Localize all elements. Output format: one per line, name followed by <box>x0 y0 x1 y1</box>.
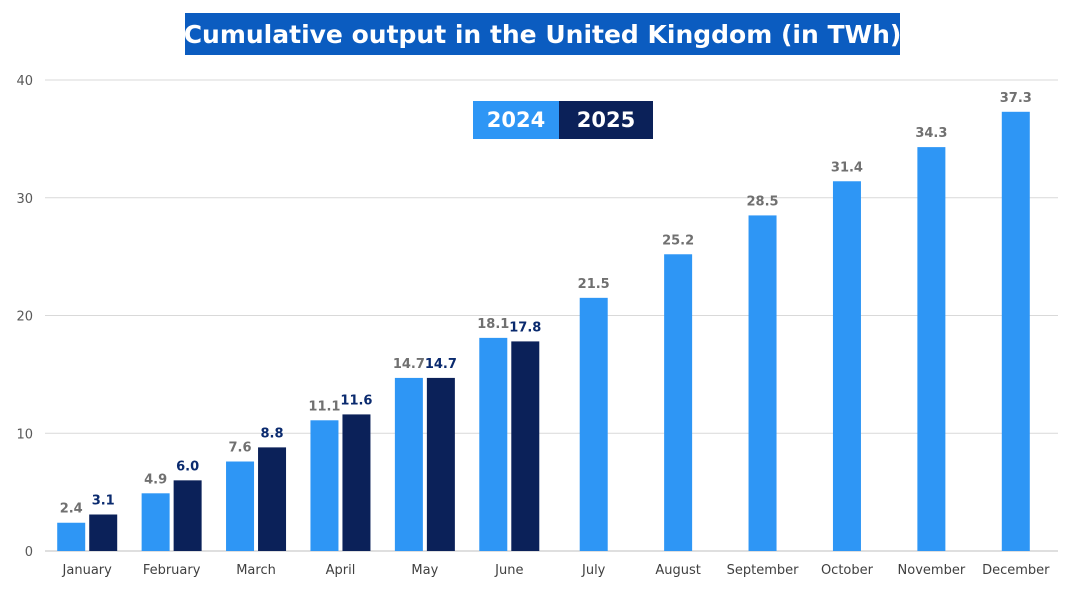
bar-2024 <box>226 461 255 551</box>
data-label-2024: 28.5 <box>747 194 779 209</box>
data-label-2024: 31.4 <box>831 160 863 175</box>
data-label-2024: 21.5 <box>578 277 610 292</box>
data-label-2024: 4.9 <box>144 472 167 487</box>
x-tick-label: January <box>62 563 113 578</box>
x-tick-label: May <box>411 563 438 578</box>
legend-2024: 2024 <box>473 101 559 139</box>
bar-2024 <box>832 181 861 551</box>
bar-2024 <box>664 254 693 551</box>
data-label-2024: 34.3 <box>915 126 947 141</box>
x-tick-label: April <box>326 563 356 578</box>
x-tick-label: June <box>494 563 523 578</box>
x-tick-label: July <box>581 563 606 578</box>
y-tick-label: 40 <box>16 74 33 89</box>
bar-2024 <box>394 377 423 551</box>
data-label-2025: 8.8 <box>261 426 284 441</box>
y-tick-label: 0 <box>25 545 33 560</box>
bar-2025 <box>511 341 540 551</box>
x-tick-label: February <box>143 563 201 578</box>
bar-2024 <box>917 147 946 551</box>
data-label-2024: 7.6 <box>229 441 252 456</box>
bar-2024 <box>479 337 508 551</box>
bar-2025 <box>173 480 202 551</box>
bar-2024 <box>579 297 608 551</box>
y-tick-label: 30 <box>16 192 33 207</box>
data-label-2025: 11.6 <box>340 393 372 408</box>
legend-2025: 2025 <box>559 101 653 139</box>
chart-title: Cumulative output in the United Kingdom … <box>184 13 901 55</box>
bar-2025 <box>426 377 455 551</box>
data-label-2025: 17.8 <box>509 320 541 335</box>
bar-2025 <box>342 414 371 551</box>
bar-2025 <box>89 514 118 551</box>
bar-2024 <box>748 215 777 551</box>
x-tick-label: September <box>727 563 800 578</box>
x-tick-label: December <box>982 563 1050 578</box>
data-label-2024: 2.4 <box>60 502 83 517</box>
data-label-2024: 14.7 <box>393 357 425 372</box>
x-tick-label: October <box>821 563 874 578</box>
x-tick-label: August <box>655 563 701 578</box>
bar-2024 <box>141 493 170 551</box>
bar-2024 <box>57 522 86 551</box>
x-tick-label: November <box>898 563 966 578</box>
data-label-2024: 18.1 <box>477 317 509 332</box>
bar-2025 <box>258 447 287 551</box>
bar-2024 <box>310 420 339 551</box>
data-label-2024: 37.3 <box>1000 91 1032 106</box>
data-label-2024: 25.2 <box>662 233 694 248</box>
data-label-2025: 6.0 <box>176 459 199 474</box>
data-label-2025: 14.7 <box>425 357 457 372</box>
data-label-2024: 11.1 <box>308 399 340 414</box>
data-label-2025: 3.1 <box>92 493 115 508</box>
x-tick-label: March <box>236 563 276 578</box>
y-tick-label: 10 <box>16 427 33 442</box>
y-tick-label: 20 <box>16 310 33 325</box>
bar-2024 <box>1001 111 1030 551</box>
